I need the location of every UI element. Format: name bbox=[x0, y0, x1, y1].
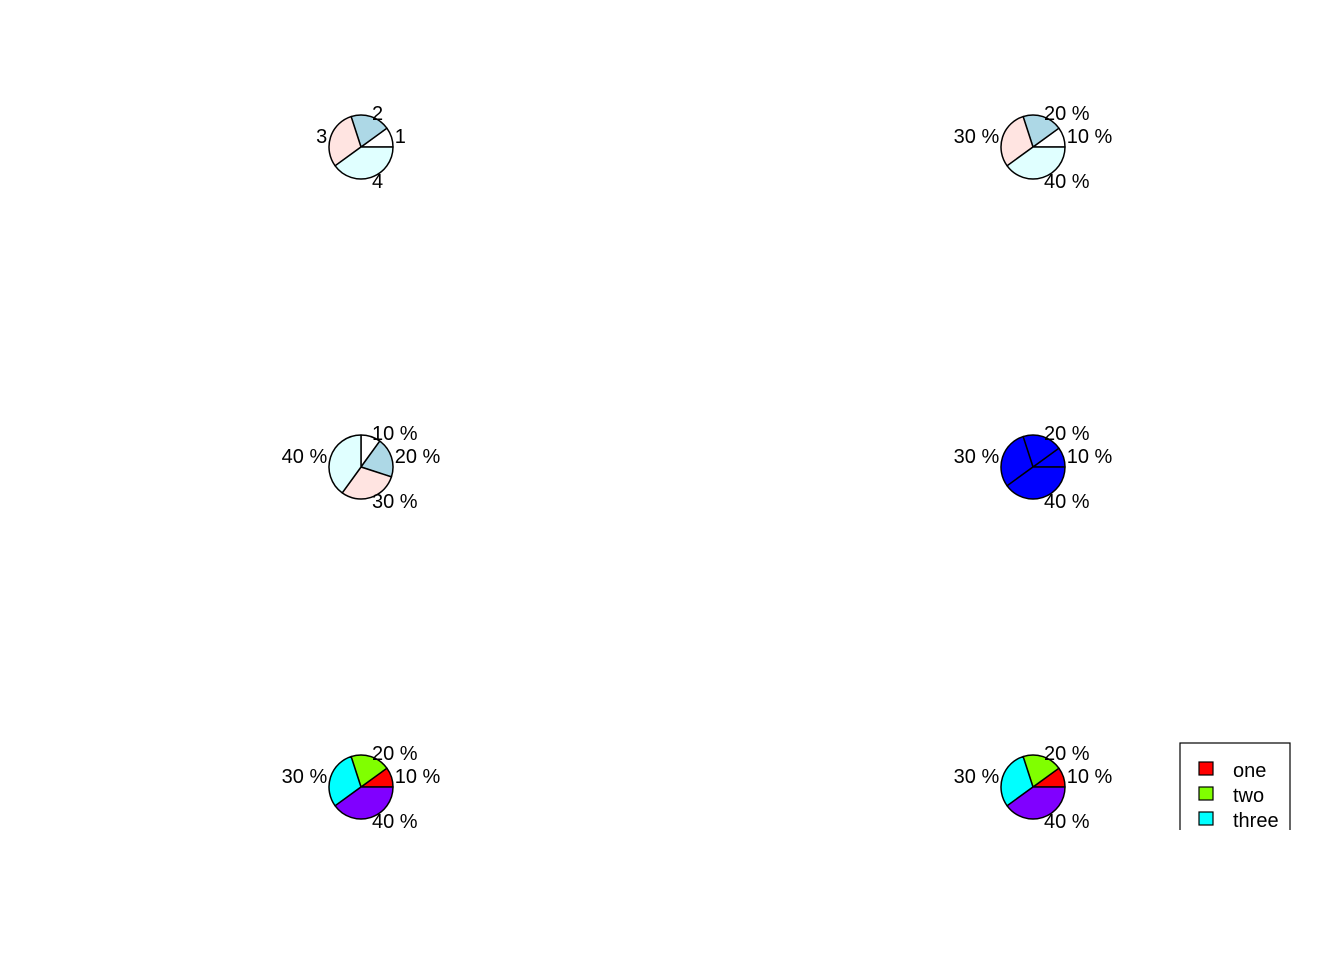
slice-label: 40 % bbox=[1044, 491, 1090, 513]
legend-swatch bbox=[1198, 761, 1214, 776]
pie-slice bbox=[328, 434, 362, 494]
slice-label: 20 % bbox=[1044, 103, 1090, 125]
legend-label: one bbox=[1233, 760, 1266, 782]
slice-label: 1 bbox=[395, 126, 406, 148]
slice-label: 10 % bbox=[1067, 126, 1113, 148]
slice-label: 40 % bbox=[282, 446, 328, 468]
pie-slice bbox=[341, 466, 393, 500]
slice-label: 3 bbox=[316, 126, 327, 148]
legend-swatch bbox=[1198, 811, 1214, 826]
slice-label: 40 % bbox=[372, 811, 418, 833]
pie-slice bbox=[1000, 115, 1034, 167]
slice-label: 10 % bbox=[395, 766, 441, 788]
pie-slice bbox=[1000, 435, 1034, 487]
pie-slice bbox=[350, 754, 388, 788]
slice-label: 40 % bbox=[1044, 171, 1090, 193]
pie-slice bbox=[1022, 434, 1060, 468]
pie-slice bbox=[350, 114, 388, 148]
pie-2: 10 %20 % 30 % 40 % bbox=[954, 103, 1113, 193]
slice-label: 4 bbox=[372, 171, 383, 193]
pie-6: 10 %20 % 30 % 40 % one two three bbox=[954, 742, 1291, 833]
slice-label: 10 % bbox=[1067, 446, 1113, 468]
slice-label: 2 bbox=[372, 103, 383, 125]
slice-label: 30 % bbox=[282, 766, 328, 788]
pie-slice bbox=[1022, 754, 1060, 788]
slice-label: 40 % bbox=[1044, 811, 1090, 833]
slice-label: 30 % bbox=[372, 491, 418, 513]
pie-slice bbox=[360, 440, 394, 478]
pie-3: 10 %20 % 30 % 40 % bbox=[282, 423, 441, 513]
pie-slice bbox=[1006, 146, 1066, 180]
legend-label: three bbox=[1233, 810, 1279, 832]
pie-slice bbox=[1000, 755, 1034, 807]
slice-label: 10 % bbox=[372, 423, 418, 445]
slice-label: 30 % bbox=[954, 766, 1000, 788]
slice-label: 10 % bbox=[1067, 766, 1113, 788]
slice-label: 30 % bbox=[954, 126, 1000, 148]
pie-slice bbox=[334, 146, 394, 180]
pie-slice bbox=[1006, 466, 1066, 500]
slice-label: 30 % bbox=[954, 446, 1000, 468]
legend-swatch bbox=[1198, 786, 1214, 801]
slice-label: 20 % bbox=[1044, 423, 1090, 445]
pie-4: 10 %20 % 30 % 40 % bbox=[954, 423, 1113, 513]
slice-label: 20 % bbox=[1044, 743, 1090, 765]
pie-slice bbox=[1022, 114, 1060, 148]
legend: one two three bbox=[1179, 742, 1291, 832]
pie-slice bbox=[334, 786, 394, 820]
slice-label: 20 % bbox=[372, 743, 418, 765]
pie-slice bbox=[328, 115, 362, 167]
pie-slice bbox=[1006, 786, 1066, 820]
pie-slice bbox=[328, 755, 362, 807]
pie-1: 12 3 4 bbox=[316, 103, 406, 193]
legend-box bbox=[1179, 742, 1291, 830]
legend-label: two bbox=[1233, 785, 1264, 807]
pie-5: 10 %20 % 30 % 40 % bbox=[282, 743, 441, 833]
slice-label: 20 % bbox=[395, 446, 441, 468]
